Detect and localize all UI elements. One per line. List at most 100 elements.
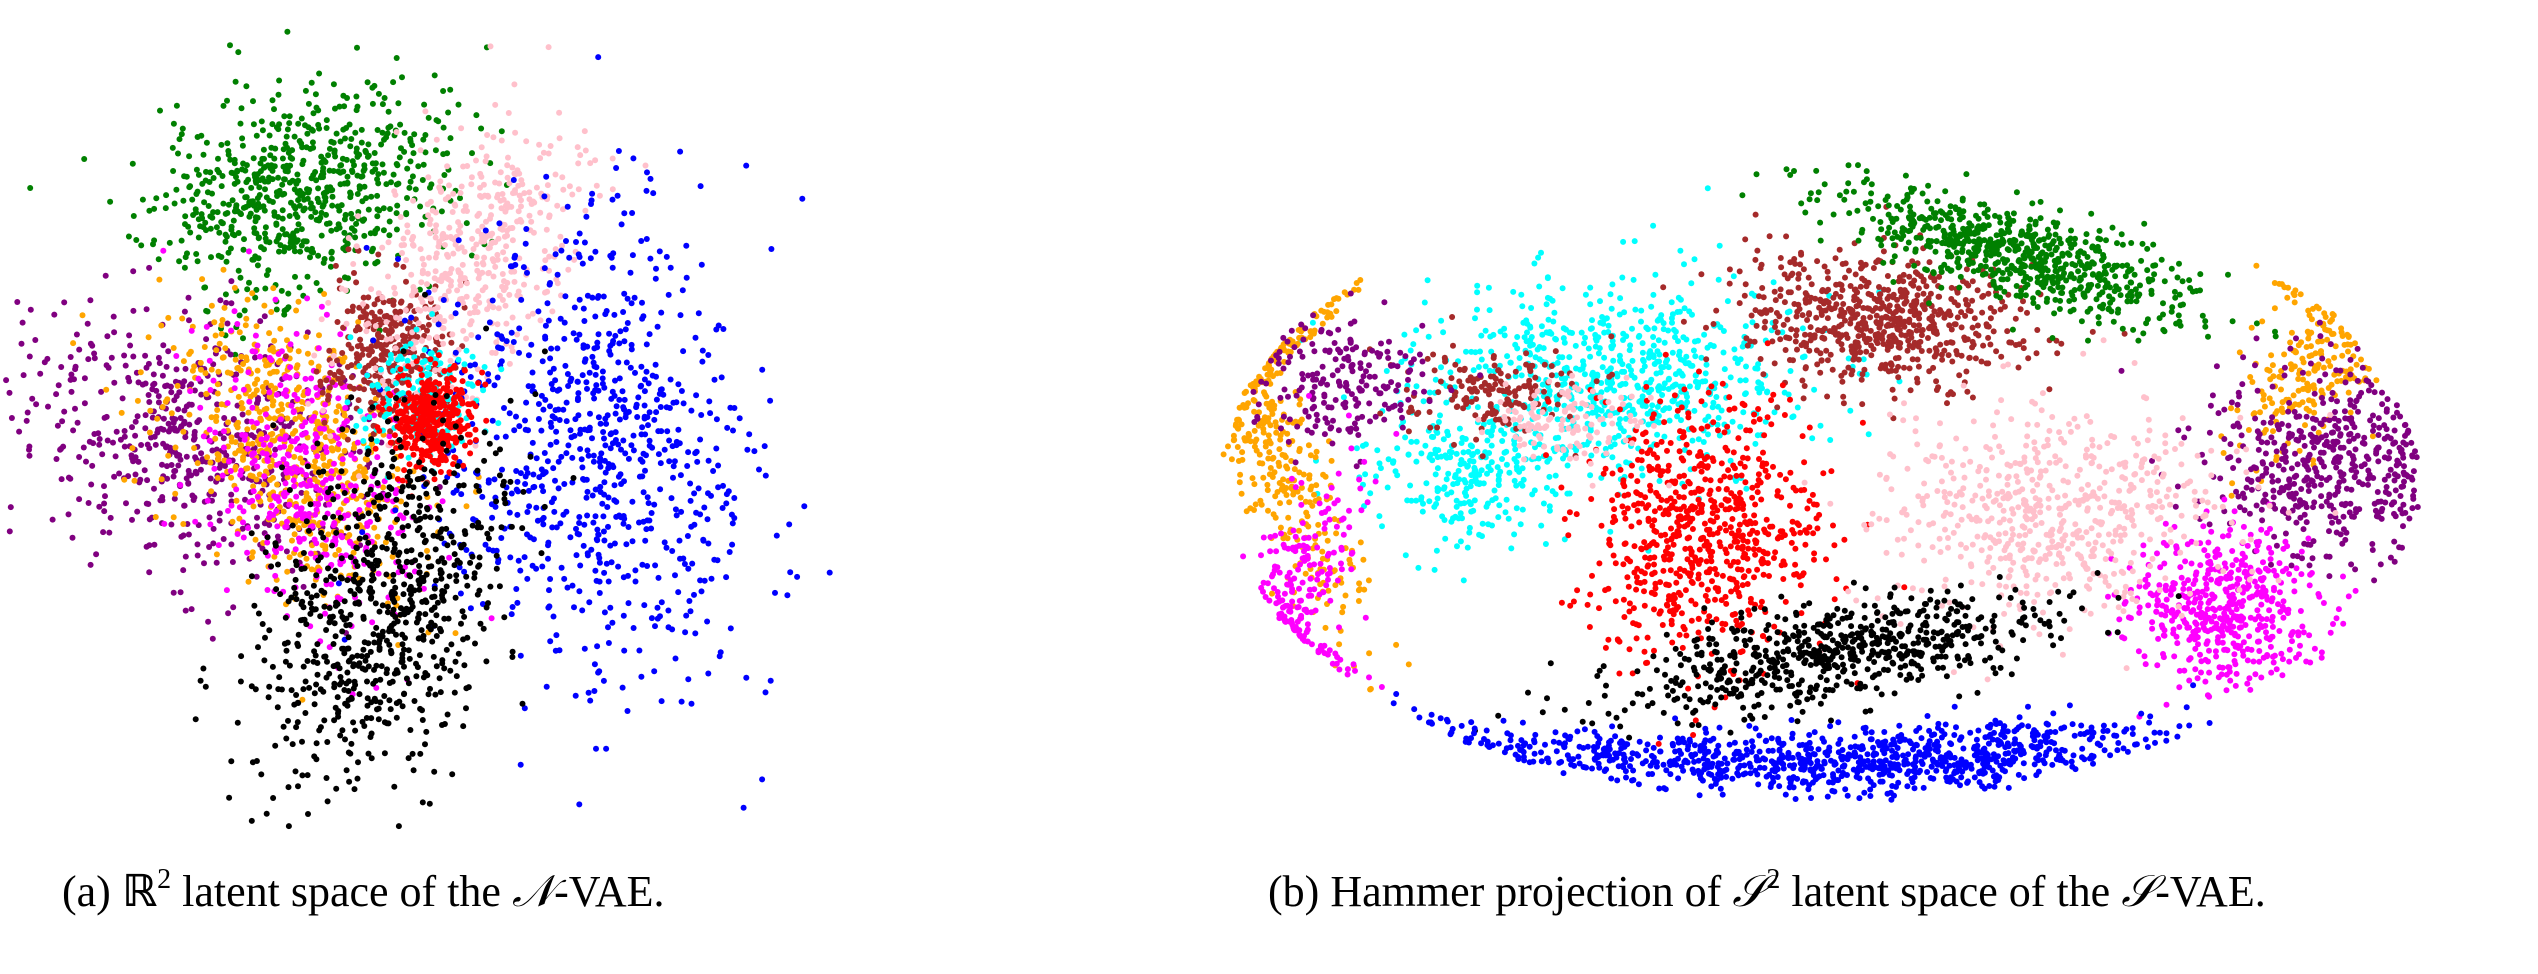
point-a-3-33 xyxy=(343,552,350,559)
point-a-1-281 xyxy=(189,492,196,499)
point-a-5-35 xyxy=(445,288,452,295)
point-a-3-225 xyxy=(400,515,407,521)
point-a-6-454 xyxy=(658,386,665,393)
point-a-1-509 xyxy=(135,458,142,465)
point-a-5-28 xyxy=(505,110,512,116)
point-a-6-395 xyxy=(632,567,639,574)
point-a-6-637 xyxy=(591,688,598,694)
point-a-6-509 xyxy=(643,341,650,348)
point-a-6-544 xyxy=(705,490,711,497)
point-a-6-582 xyxy=(549,386,556,393)
point-a-0-485 xyxy=(371,150,378,156)
point-a-5-343 xyxy=(442,196,449,203)
point-a-8-367 xyxy=(424,448,430,455)
point-a-6-219 xyxy=(636,519,642,526)
point-a-0-333 xyxy=(407,138,414,145)
point-a-6-420 xyxy=(801,503,808,510)
point-a-3-72 xyxy=(228,502,235,509)
point-a-8-376 xyxy=(454,408,461,415)
point-a-6-362 xyxy=(563,450,570,457)
point-a-9-128 xyxy=(409,603,416,610)
point-a-9-542 xyxy=(304,463,311,470)
point-a-3-372 xyxy=(211,465,218,472)
point-a-9-333 xyxy=(403,501,410,508)
point-a-1-381 xyxy=(230,604,237,611)
point-a-1-70 xyxy=(304,329,311,336)
point-a-0-634 xyxy=(291,248,298,255)
point-a-6-171 xyxy=(581,239,588,246)
point-a-4-277 xyxy=(355,247,362,254)
point-a-9-277 xyxy=(248,530,255,537)
point-a-6-735 xyxy=(650,190,657,197)
point-a-3-350 xyxy=(330,522,337,529)
point-a-3-158 xyxy=(322,610,328,617)
point-a-2-138 xyxy=(249,549,256,556)
point-a-5-442 xyxy=(559,242,565,249)
point-a-0-373 xyxy=(182,213,189,220)
point-a-2-595 xyxy=(235,447,242,454)
point-a-6-606 xyxy=(496,345,503,351)
point-a-6-5 xyxy=(539,563,546,570)
point-a-5-445 xyxy=(446,224,453,231)
point-a-8-337 xyxy=(372,445,379,452)
point-a-9-217 xyxy=(422,611,429,618)
point-a-9-483 xyxy=(395,823,402,830)
point-a-0-184 xyxy=(301,205,308,212)
point-a-6-333 xyxy=(435,321,442,328)
point-a-2-318 xyxy=(277,357,284,364)
point-a-5-327 xyxy=(514,292,521,299)
point-a-4-83 xyxy=(386,298,393,305)
point-a-6-715 xyxy=(577,426,584,433)
point-a-3-232 xyxy=(302,419,309,426)
point-a-5-61 xyxy=(473,157,479,164)
point-a-5-430 xyxy=(437,188,444,195)
point-a-6-599 xyxy=(621,647,628,654)
point-a-3-223 xyxy=(220,428,227,435)
point-a-9-574 xyxy=(420,532,427,539)
point-a-2-214 xyxy=(269,398,276,405)
point-a-0-591 xyxy=(271,163,278,170)
point-a-0-494 xyxy=(228,226,235,233)
point-a-1-189 xyxy=(150,371,157,378)
point-a-1-349 xyxy=(281,423,288,430)
point-a-8-321 xyxy=(452,439,459,446)
point-a-9-301 xyxy=(306,684,313,691)
point-a-0-410 xyxy=(393,226,400,233)
point-a-6-532 xyxy=(605,494,612,501)
point-a-9-118 xyxy=(293,692,300,698)
point-a-0-444 xyxy=(410,150,417,157)
point-a-1-16 xyxy=(177,589,184,596)
point-a-6-250 xyxy=(577,562,584,569)
point-a-5-158 xyxy=(593,182,600,189)
point-a-6-701 xyxy=(517,470,524,477)
point-a-1-437 xyxy=(29,395,36,402)
point-a-4-274 xyxy=(360,369,367,375)
point-a-6-16 xyxy=(506,509,513,516)
point-a-9-338 xyxy=(356,691,363,698)
point-a-2-464 xyxy=(208,414,215,421)
point-a-2-512 xyxy=(374,533,381,540)
point-a-9-282 xyxy=(282,614,289,621)
point-a-6-42 xyxy=(511,427,518,434)
point-a-1-350 xyxy=(185,467,192,474)
point-a-6-172 xyxy=(670,463,677,470)
point-a-9-547 xyxy=(351,678,358,685)
point-a-3-160 xyxy=(387,524,394,531)
point-a-0-665 xyxy=(374,225,381,232)
point-a-1-400 xyxy=(54,422,61,429)
point-a-9-224 xyxy=(324,739,331,745)
point-a-8-115 xyxy=(380,400,386,406)
point-a-9-473 xyxy=(361,478,367,485)
point-a-5-87 xyxy=(440,340,447,347)
point-a-9-357 xyxy=(400,532,407,539)
point-a-5-48 xyxy=(504,162,511,169)
point-a-0-370 xyxy=(163,192,170,199)
point-a-1-508 xyxy=(168,425,175,432)
point-a-6-508 xyxy=(485,371,492,377)
point-a-1-65 xyxy=(289,567,296,574)
point-a-6-541 xyxy=(536,474,543,481)
point-a-6-717 xyxy=(600,293,607,300)
point-a-0-48 xyxy=(388,179,394,186)
point-a-4-251 xyxy=(360,308,367,315)
point-a-6-392 xyxy=(540,521,547,528)
